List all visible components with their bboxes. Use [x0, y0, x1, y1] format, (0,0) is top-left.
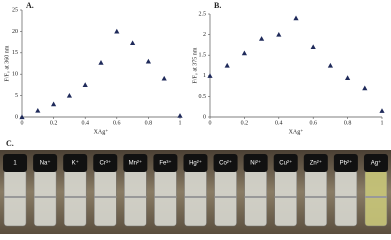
vial-liquid-line	[34, 196, 57, 198]
marker	[345, 75, 351, 80]
y-tick-label: 0	[203, 114, 206, 120]
vial-label: Pb²⁺	[340, 160, 353, 167]
vial-cap	[243, 154, 268, 172]
x-axis-label: XAg⁺	[94, 128, 109, 135]
vial-liquid-line	[64, 196, 87, 198]
y-tick-label: 1	[203, 73, 206, 79]
marker	[114, 28, 120, 34]
marker	[66, 93, 72, 98]
vial-label: Ag⁺	[371, 160, 382, 167]
vial-cap	[123, 154, 148, 172]
vial-cap	[3, 154, 28, 172]
y-tick-label: 25	[12, 7, 18, 13]
vial-label: Ni²⁺	[250, 160, 261, 167]
x-tick-label: 0	[21, 120, 24, 126]
x-tick-label: 0.2	[241, 120, 249, 126]
vial-cap	[183, 154, 208, 172]
marker	[379, 108, 385, 113]
vial-label: Co²⁺	[219, 160, 232, 167]
panel-title: A.	[26, 1, 34, 10]
y-tick-label: 15	[12, 50, 18, 56]
vial-liquid-line	[304, 196, 327, 198]
y-tick-label: 5	[15, 93, 18, 99]
marker	[259, 36, 265, 41]
vial-liquid-line	[334, 196, 357, 198]
vial-cap	[273, 154, 298, 172]
vial-cap	[363, 154, 388, 172]
vial-liquid-line	[274, 196, 297, 198]
marker	[161, 75, 167, 81]
x-tick-label: 0.8	[344, 120, 352, 126]
x-tick-label: 0	[209, 120, 212, 126]
x-axis-label: XAg⁺	[289, 128, 304, 135]
marker	[82, 82, 88, 87]
vial-liquid-line	[94, 196, 117, 198]
marker	[177, 113, 183, 118]
marker	[19, 114, 25, 120]
marker	[145, 58, 151, 64]
x-tick-label: 0.6	[113, 120, 121, 126]
y-tick-label: 0	[15, 114, 18, 120]
vial-cap	[303, 154, 328, 172]
vial-cap	[333, 154, 358, 172]
y-axis-label: F/F₀ at 360 nm	[4, 45, 10, 81]
vial-label: Cr³⁺	[100, 160, 112, 167]
y-tick-label: 2.5	[199, 11, 207, 17]
y-axis-label: F/F₀ at 375 nm	[192, 47, 198, 83]
vial-liquid-line	[4, 196, 27, 198]
marker	[98, 60, 104, 65]
marker	[327, 62, 333, 68]
x-tick-label: 0.8	[145, 120, 153, 126]
marker	[241, 50, 247, 56]
marker	[224, 62, 230, 68]
vial-cap	[153, 154, 178, 172]
marker	[51, 101, 57, 107]
y-tick-label: 10	[12, 72, 18, 78]
vial-cap	[63, 154, 88, 172]
x-tick-label: 0.2	[50, 120, 58, 126]
vial-label: 1	[13, 161, 17, 167]
x-tick-label: 1	[179, 120, 182, 126]
marker	[276, 32, 282, 37]
vial-label: K⁺	[72, 160, 79, 167]
panel-label: C.	[6, 139, 14, 148]
x-tick-label: 0.4	[275, 120, 283, 126]
x-tick-label: 1	[381, 120, 384, 126]
vial-liquid-line	[364, 196, 387, 198]
vial-liquid-line	[124, 196, 147, 198]
y-tick-label: 0.5	[199, 94, 207, 100]
vial-label: Cu²⁺	[279, 160, 292, 167]
vial-liquid-line	[214, 196, 237, 198]
vial-cap	[33, 154, 58, 172]
marker	[362, 85, 368, 91]
y-tick-label: 2	[203, 32, 206, 38]
x-tick-label: 0.4	[81, 120, 89, 126]
vial-liquid-line	[154, 196, 177, 198]
vial-label: Mn²⁺	[129, 160, 143, 167]
y-tick-label: 1.5	[199, 53, 207, 59]
marker	[293, 15, 299, 21]
vial-label: Hg²⁺	[189, 160, 202, 167]
marker	[310, 44, 316, 50]
x-tick-label: 0.6	[309, 120, 317, 126]
marker	[130, 40, 136, 46]
vial-liquid-line	[244, 196, 267, 198]
vial-label: Na⁺	[40, 160, 51, 167]
vial-liquid-line	[184, 196, 207, 198]
vial-label: Zn²⁺	[310, 160, 322, 167]
y-tick-label: 20	[12, 29, 18, 35]
vial-cap	[213, 154, 238, 172]
vial-cap	[93, 154, 118, 172]
panel-title: B.	[214, 1, 221, 10]
marker	[207, 73, 213, 78]
vial-label: Fe³⁺	[159, 160, 171, 167]
marker	[35, 107, 41, 113]
